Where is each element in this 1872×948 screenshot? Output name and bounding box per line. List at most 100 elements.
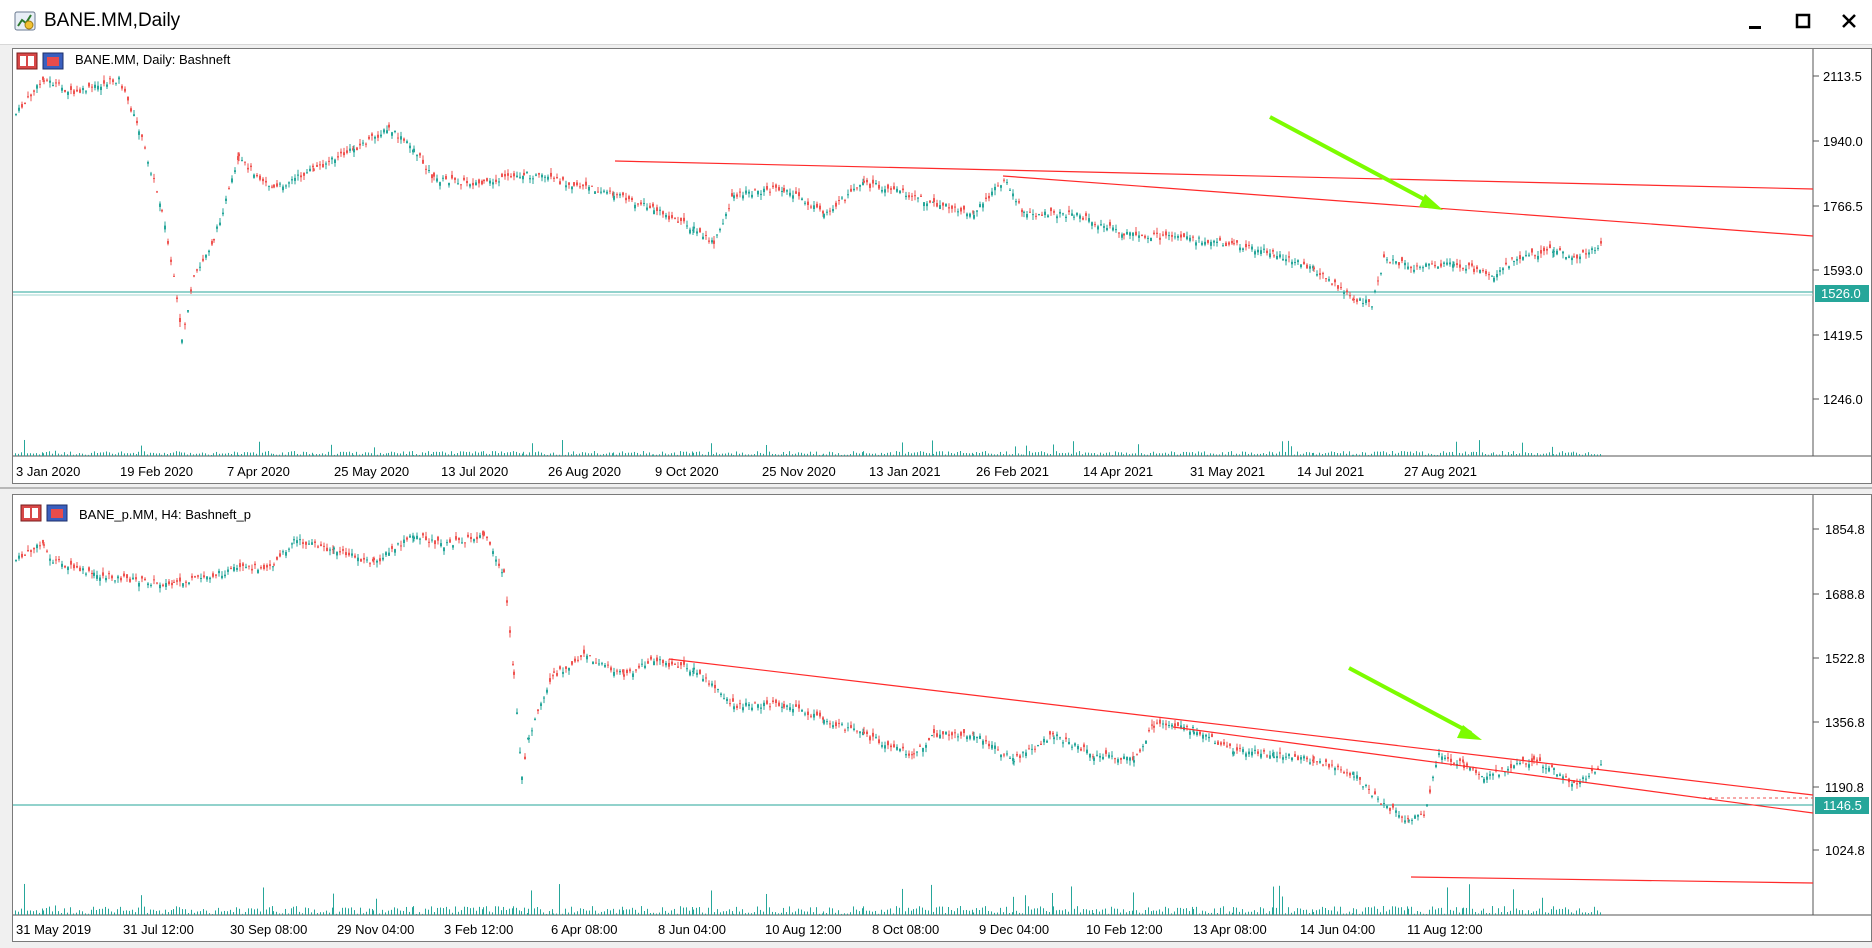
candle (263, 564, 265, 569)
volume-bar (1356, 909, 1357, 915)
volume-bar (1374, 451, 1375, 456)
candle (1303, 261, 1305, 265)
candle (506, 600, 508, 603)
candle (479, 535, 481, 538)
volume-bar (1071, 886, 1072, 915)
close-button[interactable] (1826, 4, 1872, 40)
candle (838, 722, 840, 724)
candle (835, 722, 837, 727)
trend-line-lower[interactable] (1002, 175, 1814, 237)
volume-bar (1476, 451, 1477, 456)
minimize-button[interactable] (1732, 4, 1778, 40)
volume-bar (625, 453, 626, 456)
candle (604, 664, 606, 667)
volume-bar (1600, 912, 1601, 915)
volume-bar (412, 907, 413, 915)
green-arrow-icon[interactable] (1269, 115, 1443, 210)
candle (1600, 764, 1602, 766)
volume-bar (1568, 909, 1569, 915)
candle (1009, 757, 1011, 759)
candle (553, 671, 555, 673)
volume-bar (1576, 452, 1577, 456)
trend-line-middle[interactable] (1172, 726, 1814, 814)
volume-bar (878, 913, 879, 915)
volume-bar (419, 912, 420, 915)
candle (191, 575, 193, 578)
pane-separator[interactable] (0, 487, 1872, 489)
candle (1337, 765, 1339, 768)
volume-bar (219, 453, 220, 456)
volume-bar (1073, 441, 1074, 456)
candle (1322, 273, 1324, 275)
volume-bar (736, 451, 737, 456)
volume-bar (1135, 453, 1136, 456)
volume-bar (559, 884, 560, 915)
volume-bar (650, 913, 651, 915)
trend-line-upper[interactable] (614, 160, 1814, 190)
candle (288, 182, 290, 184)
volume-bar (945, 454, 946, 456)
candle (397, 137, 399, 139)
volume-bar (276, 454, 277, 456)
candle (475, 182, 477, 186)
volume-bar (88, 454, 89, 456)
volume-bar (1459, 452, 1460, 456)
volume-bar (692, 451, 693, 456)
candle (739, 703, 741, 705)
volume-bar (1003, 912, 1004, 915)
volume-bar (1242, 909, 1243, 915)
chart-toolbar-icon[interactable] (20, 504, 68, 522)
candle (1525, 254, 1527, 256)
candle (646, 207, 648, 210)
trend-line-upper[interactable] (668, 658, 1814, 796)
top-chart[interactable]: BANE.MM, Daily: Bashneft 2113.5 1940.0 1… (13, 49, 1871, 483)
candle (1211, 734, 1213, 737)
bottom-chart-window[interactable]: BANE_p.MM, H4: Bashneft_p 1854.8 1688.8 … (12, 494, 1872, 942)
volume-bar (1505, 454, 1506, 456)
time-label: 10 Feb 12:00 (1086, 922, 1163, 937)
candle (1368, 788, 1370, 790)
volume-bar (526, 454, 527, 456)
candle (783, 703, 785, 708)
candle (320, 544, 322, 547)
volume-bar (1121, 452, 1122, 456)
volume-bar (844, 913, 845, 915)
volume-bar (156, 453, 157, 456)
volume-bar (829, 907, 830, 915)
bottom-chart[interactable]: BANE_p.MM, H4: Bashneft_p 1854.8 1688.8 … (13, 495, 1871, 941)
volume-bar (1422, 451, 1423, 456)
candle (705, 677, 707, 679)
candle (1214, 742, 1216, 744)
current-price-label: 1146.5 (1823, 798, 1862, 813)
volume-bar (161, 454, 162, 456)
volume-bar (1531, 913, 1532, 915)
candle (489, 541, 491, 545)
chart-toolbar-icon[interactable] (16, 52, 64, 70)
green-arrow-icon[interactable] (1348, 666, 1482, 740)
candle (869, 184, 871, 188)
candle (1225, 242, 1227, 247)
candle (795, 191, 797, 194)
candle (1576, 254, 1578, 259)
volume-bar (1232, 912, 1233, 915)
trend-line-lower[interactable] (1410, 876, 1814, 884)
candle (1413, 269, 1415, 272)
top-chart-window[interactable]: BANE.MM, Daily: Bashneft 2113.5 1940.0 1… (12, 48, 1872, 484)
volume-bar (1162, 911, 1163, 915)
candle (568, 667, 570, 671)
volume-bar (273, 453, 274, 456)
volume-bar (781, 912, 782, 915)
volume-bar (863, 451, 864, 456)
candle (1288, 256, 1290, 258)
volume-bar (434, 912, 435, 915)
volume-bar (1065, 453, 1066, 456)
candle (1135, 231, 1137, 236)
volume-bar (893, 913, 894, 915)
candle (893, 744, 895, 748)
volume-bar (571, 454, 572, 456)
volume-bar (299, 911, 300, 915)
maximize-button[interactable] (1780, 4, 1826, 40)
volume-bar (592, 906, 593, 915)
candle (1016, 754, 1018, 756)
candle (1519, 255, 1521, 260)
